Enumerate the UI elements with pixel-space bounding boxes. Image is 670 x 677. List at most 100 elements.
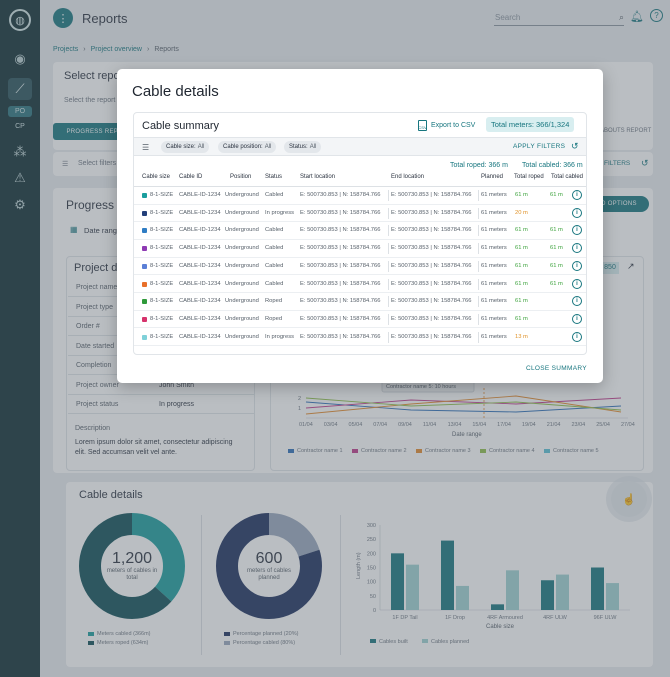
search-input[interactable]: Search ⌕ [494,10,624,26]
csv-file-icon: CSV [418,120,427,131]
touch-icon[interactable]: ☝ [611,481,647,517]
table-row[interactable]: 8-1-SIZE CABLE-ID-1234 Underground Cabled E:… [134,187,586,205]
cell-cable-id: CABLE-ID-1234 [179,262,221,269]
legend-contractor[interactable]: Contractor name 2 [352,448,407,454]
cell-status: Cabled [265,227,284,234]
info-icon[interactable]: i [572,243,582,254]
gear-icon[interactable]: ⚙ [14,197,26,212]
table-row[interactable]: 8-1-SIZE CABLE-ID-1234 Underground Roped E: … [134,293,586,311]
info-icon[interactable]: i [572,190,582,200]
info-icon[interactable]: i [572,296,582,307]
info-icon[interactable]: i [572,313,582,324]
apply-filters-button[interactable]: APPLY FILTERS [513,143,566,150]
table-row[interactable]: 8-1-SIZE CABLE-ID-1234 Underground Roped E: … [134,311,586,329]
legend-contractor[interactable]: Contractor name 5 [544,448,599,454]
bar[interactable] [456,585,469,610]
cell-start-location: E: 500730.853 | N: 158784.766 [300,298,381,305]
col-end-location[interactable]: End location [391,174,425,180]
cell-cable-size: 8-1-SIZE [150,315,174,322]
breadcrumb-projects[interactable]: Projects [53,46,79,53]
menu-button[interactable]: ⋮ [53,8,73,28]
col-cable-id[interactable]: Cable ID [179,174,203,180]
filter-chip-status[interactable]: Status: All [284,141,322,153]
cell-end-location: E: 500730.853 | N: 158784.766 [391,315,472,322]
info-icon[interactable]: i [572,225,582,236]
bar[interactable] [391,553,404,610]
bar[interactable] [591,567,604,611]
donut-hole [102,536,162,596]
cell-status: Cabled [265,192,284,198]
close-summary-button[interactable]: CLOSE SUMMARY [526,365,587,372]
col-planned[interactable]: Planned [481,174,504,180]
cell-planned: 61 meters [481,262,507,269]
table-row[interactable]: 8-1-SIZE CABLE-ID-1234 Underground Cabled E:… [134,222,586,240]
table-row[interactable]: 8-1-SIZE CABLE-ID-1234 Underground Cabled E:… [134,276,586,294]
cell-position: Underground [225,245,259,252]
bar[interactable] [556,574,569,610]
search-icon[interactable]: ⌕ [618,12,624,22]
y-tick-label: 1 [298,406,301,412]
x-tick-label: 27/04 [621,422,635,428]
cable-color-swatch [142,263,147,269]
app-logo-icon[interactable]: ◍ [9,9,31,31]
cell-end-location: E: 500730.853 | N: 158784.766 [391,192,472,198]
alert-icon[interactable]: ⚠ [14,170,26,185]
filter-icon[interactable]: ☰ [62,161,69,168]
col-position[interactable]: Position [230,174,252,180]
filters-button[interactable]: FILTERS [604,160,631,167]
history-icon[interactable]: ↺ [641,158,649,168]
cable-color-swatch [142,316,147,322]
bar[interactable] [506,570,519,610]
col-start-location[interactable]: Start location [300,174,336,180]
bar[interactable] [606,583,619,610]
network-icon[interactable]: ⁂ [13,144,27,159]
abouts-report-tab[interactable]: ABOUTS REPORT [600,128,652,134]
legend-contractor[interactable]: Contractor name 4 [480,448,535,454]
select-filters-label[interactable]: Select filters [78,160,117,167]
project-detail-key: Completion [76,362,112,369]
bell-icon[interactable]: 🔔︎ [630,11,644,23]
bar[interactable] [541,580,554,610]
col-total-cabled[interactable]: Total cabled [551,174,584,180]
history-icon[interactable]: ↺ [571,141,579,151]
cell-cable-size: 8-1-SIZE [150,298,174,305]
cell-start-location: E: 500730.853 | N: 158784.766 [300,262,381,269]
info-icon[interactable]: i [572,278,582,289]
trend-icon[interactable]: ⟋ [8,78,32,100]
sidebar-item-po[interactable]: PO [8,106,32,117]
filter-icon[interactable]: ☰ [142,143,150,152]
cell-divider [478,260,479,272]
cell-cable-size: 8-1-SIZE [150,227,174,234]
filter-chip-cable-position[interactable]: Cable position: All [218,141,277,153]
breadcrumb-project-overview[interactable]: Project overview [90,46,142,53]
cable-details-modal: Cable details Cable summary CSV Export to… [117,69,603,383]
select-report-subtitle: Select the report [64,97,116,104]
cell-cable-size: 8-1-SIZE [150,209,174,216]
legend-contractor[interactable]: Contractor name 3 [416,448,471,454]
sidebar-item-cp[interactable]: CP [15,123,25,130]
table-row[interactable]: 8-1-SIZE CABLE-ID-1234 Underground In progr… [134,329,586,347]
bar[interactable] [491,604,504,610]
help-icon[interactable]: ? [650,9,663,22]
filter-chip-cable-size[interactable]: Cable size: All [161,141,210,153]
info-icon[interactable]: i [572,331,582,342]
cell-cable-size: 8-1-SIZE [150,262,174,269]
info-icon[interactable]: i [572,207,582,218]
legend-label: Cables built [379,639,408,645]
info-icon[interactable]: i [572,260,582,271]
table-row[interactable]: 8-1-SIZE CABLE-ID-1234 Underground Cabled E:… [134,240,586,258]
date-range-label[interactable]: Date range [84,226,122,235]
expand-icon[interactable]: ↗ [627,261,635,271]
bar[interactable] [406,564,419,610]
bar[interactable] [441,540,454,610]
table-row[interactable]: 8-1-SIZE CABLE-ID-1234 Underground In progr… [134,205,586,223]
col-cable-size[interactable]: Cable size [142,174,171,180]
export-csv-button[interactable]: CSV Export to CSV [418,120,475,131]
col-total-roped[interactable]: Total roped [514,174,544,180]
cell-cable-id: CABLE-ID-1234 [179,227,221,234]
legend-contractor[interactable]: Contractor name 1 [288,448,343,454]
table-row[interactable]: 8-1-SIZE CABLE-ID-1234 Underground Cabled E:… [134,258,586,276]
col-status[interactable]: Status [265,174,283,180]
total-roped: Total roped: 366 m [450,162,508,169]
globe-icon[interactable]: ◉ [14,51,26,66]
